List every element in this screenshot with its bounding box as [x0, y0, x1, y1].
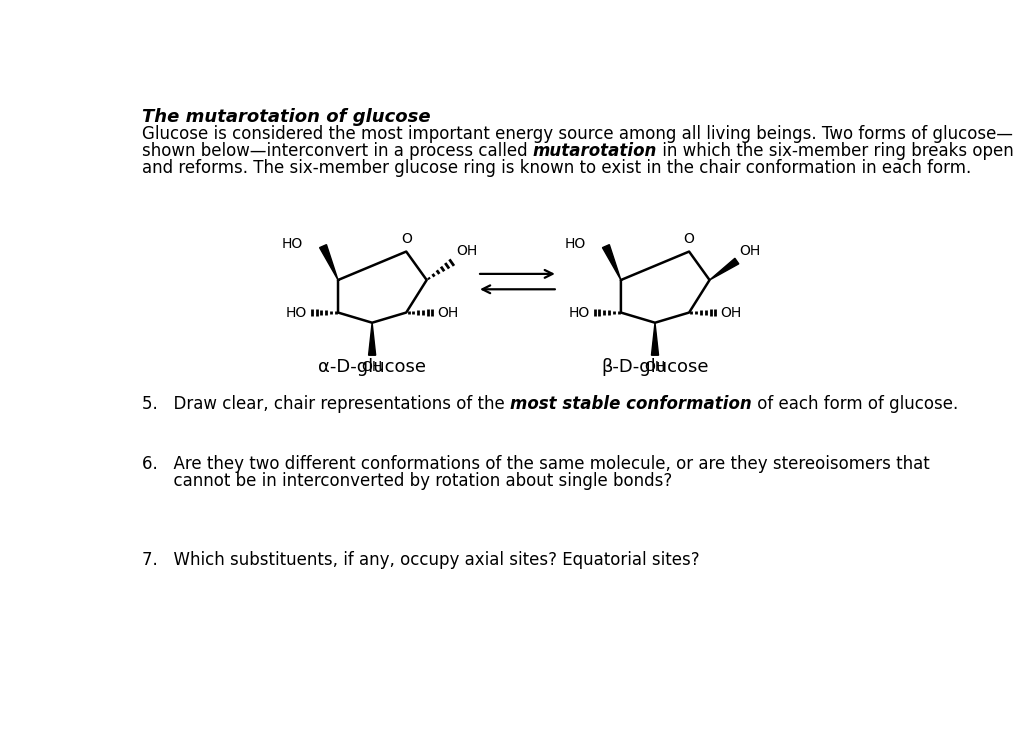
Text: 6.   Are they two different conformations of the same molecule, or are they ster: 6. Are they two different conformations …	[142, 455, 930, 473]
Text: OH: OH	[437, 305, 459, 319]
Text: HO: HO	[568, 305, 590, 319]
Text: α-D-glucose: α-D-glucose	[318, 358, 426, 376]
Text: of each form of glucose.: of each form of glucose.	[752, 394, 957, 413]
Polygon shape	[369, 322, 376, 355]
Text: OH: OH	[739, 244, 761, 258]
Polygon shape	[602, 244, 621, 280]
Text: shown below—interconvert in a process called: shown below—interconvert in a process ca…	[142, 142, 532, 160]
Text: OH: OH	[457, 244, 478, 258]
Text: 5.   Draw clear, chair representations of the: 5. Draw clear, chair representations of …	[142, 394, 510, 413]
Text: Glucose is considered the most important energy source among all living beings. : Glucose is considered the most important…	[142, 125, 1013, 144]
Text: and reforms. The six-member glucose ring is known to exist in the chair conforma: and reforms. The six-member glucose ring…	[142, 159, 971, 177]
Text: HO: HO	[286, 305, 306, 319]
Text: HO: HO	[282, 237, 302, 251]
Text: 7.   Which substituents, if any, occupy axial sites? Equatorial sites?: 7. Which substituents, if any, occupy ax…	[142, 551, 699, 569]
Text: O: O	[400, 232, 412, 246]
Text: OH: OH	[644, 360, 666, 374]
Text: mutarotation: mutarotation	[532, 142, 657, 160]
Text: cannot be in interconverted by rotation about single bonds?: cannot be in interconverted by rotation …	[142, 472, 672, 489]
Polygon shape	[651, 322, 658, 355]
Text: The mutarotation of glucose: The mutarotation of glucose	[142, 108, 430, 127]
Polygon shape	[710, 258, 738, 280]
Text: HO: HO	[564, 237, 586, 251]
Polygon shape	[319, 244, 338, 280]
Text: in which the six-member ring breaks open: in which the six-member ring breaks open	[657, 142, 1014, 160]
Text: β-D-glucose: β-D-glucose	[601, 358, 709, 376]
Text: most stable conformation: most stable conformation	[510, 394, 752, 413]
Text: OH: OH	[361, 360, 383, 374]
Text: OH: OH	[721, 305, 741, 319]
Text: O: O	[684, 232, 694, 246]
